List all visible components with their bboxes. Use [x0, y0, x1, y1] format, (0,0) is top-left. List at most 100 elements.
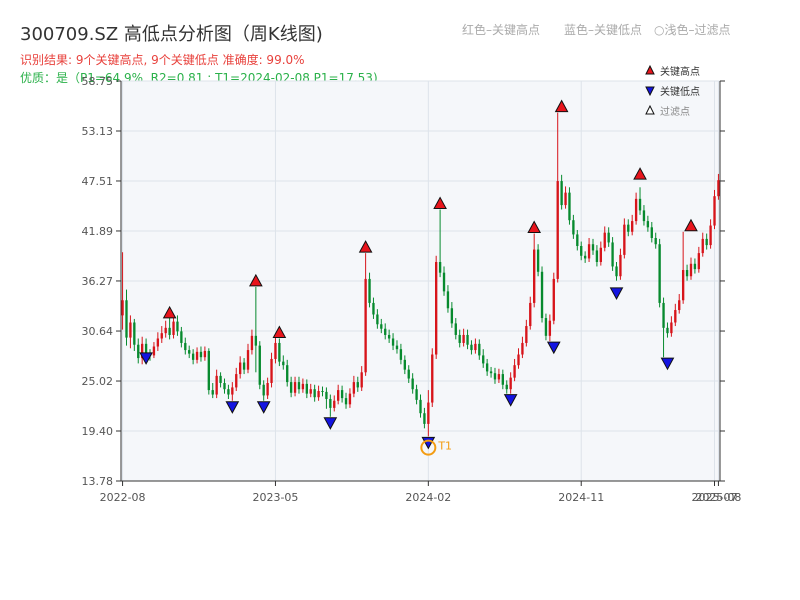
candle-body — [278, 342, 281, 362]
candle-body — [258, 345, 261, 385]
candle-body — [552, 278, 555, 321]
y-tick-label: 36.27 — [82, 275, 114, 288]
candle-body — [442, 272, 446, 292]
candles-layer — [121, 112, 720, 437]
candle-body — [634, 198, 638, 222]
candle-body — [391, 338, 395, 346]
legend-label: 关键低点 — [660, 85, 700, 98]
candle-body — [587, 244, 591, 259]
candle-body — [591, 244, 595, 251]
candle-body — [666, 327, 669, 334]
candle-body — [670, 322, 673, 334]
candle-body — [544, 318, 548, 336]
key-low-marker — [225, 401, 240, 414]
candle-body — [427, 402, 430, 424]
candle-body — [360, 372, 363, 388]
candle-body — [274, 342, 277, 359]
key-low-marker — [660, 357, 675, 371]
candle-body — [536, 249, 540, 272]
candle-body — [309, 389, 312, 394]
candle-body — [164, 327, 167, 334]
candle-body — [642, 210, 646, 222]
candle-body — [297, 382, 301, 390]
candle-body — [564, 192, 567, 206]
y-tick-label: 41.89 — [82, 225, 114, 238]
color-legend-hint: 红色–关键高点 蓝色–关键低点 ○浅色–过滤点 — [462, 23, 731, 37]
candle-body — [674, 310, 677, 323]
candle-body — [556, 181, 559, 279]
candle-body — [485, 363, 489, 372]
candle-body — [348, 393, 352, 405]
y-tick-label: 47.51 — [82, 175, 114, 188]
candle-body — [603, 232, 606, 248]
candle-body — [207, 350, 210, 391]
candle-body — [446, 291, 450, 309]
candle-body — [250, 335, 254, 351]
candle-body — [215, 375, 218, 395]
y-tick-label: 19.40 — [82, 425, 114, 438]
y-tick-label: 25.02 — [82, 375, 114, 388]
candle-body — [384, 328, 387, 335]
candle-body — [517, 354, 520, 366]
candle-body — [482, 355, 485, 364]
candle-body — [493, 373, 497, 380]
candle-body — [227, 389, 230, 395]
candle-body — [133, 322, 136, 345]
candle-body — [380, 324, 383, 329]
candle-body — [474, 343, 477, 351]
candle-body — [572, 220, 575, 235]
candle-body — [235, 374, 238, 388]
candle-body — [344, 398, 348, 405]
candle-body — [533, 249, 536, 303]
candle-body — [627, 224, 630, 232]
candle-body — [462, 334, 465, 343]
candle-body — [548, 320, 552, 336]
legend-label: 关键高点 — [660, 65, 700, 78]
candle-body — [697, 253, 701, 270]
candle-body — [254, 335, 258, 346]
candle-body — [152, 346, 156, 356]
candle-body — [352, 382, 356, 394]
t1-label: T1 — [437, 440, 452, 453]
candle-body — [317, 390, 320, 398]
candle-body — [246, 350, 250, 370]
key-low-marker — [256, 401, 271, 414]
candle-body — [615, 266, 618, 277]
candle-body — [654, 237, 657, 245]
x-tick-label: 2022-08 — [100, 491, 146, 504]
candle-body — [176, 321, 179, 332]
key-high-marker — [249, 273, 263, 287]
candle-body — [689, 263, 693, 277]
candle-body — [599, 247, 603, 263]
candle-body — [121, 300, 124, 316]
candle-body — [168, 327, 171, 335]
legend-marker — [645, 64, 655, 75]
candle-body — [470, 344, 473, 351]
candle-body — [395, 345, 399, 350]
candle-body — [419, 399, 422, 414]
candle-body — [454, 323, 457, 335]
candle-body — [509, 377, 512, 390]
key-high-marker — [684, 218, 698, 232]
candle-body — [387, 334, 391, 339]
candle-body — [403, 359, 406, 370]
candle-body — [521, 342, 524, 355]
key-high-marker — [527, 220, 542, 234]
candle-body — [191, 353, 195, 360]
key-low-marker — [421, 436, 436, 450]
candle-body — [266, 382, 269, 396]
key-high-marker — [162, 305, 177, 319]
candle-body — [650, 227, 653, 238]
candle-body — [137, 344, 140, 359]
key-low-marker — [609, 287, 624, 300]
candle-body — [576, 234, 579, 246]
candle-body — [513, 365, 516, 378]
candle-body — [156, 338, 160, 347]
candle-body — [701, 238, 704, 254]
candle-body — [662, 302, 665, 328]
candle-body — [623, 224, 626, 255]
candle-body — [125, 300, 128, 338]
candle-body — [466, 334, 469, 345]
axes: 13.78 19.40 25.02 30.64 36.27 41.89 47.51 53.13… — [82, 75, 742, 504]
